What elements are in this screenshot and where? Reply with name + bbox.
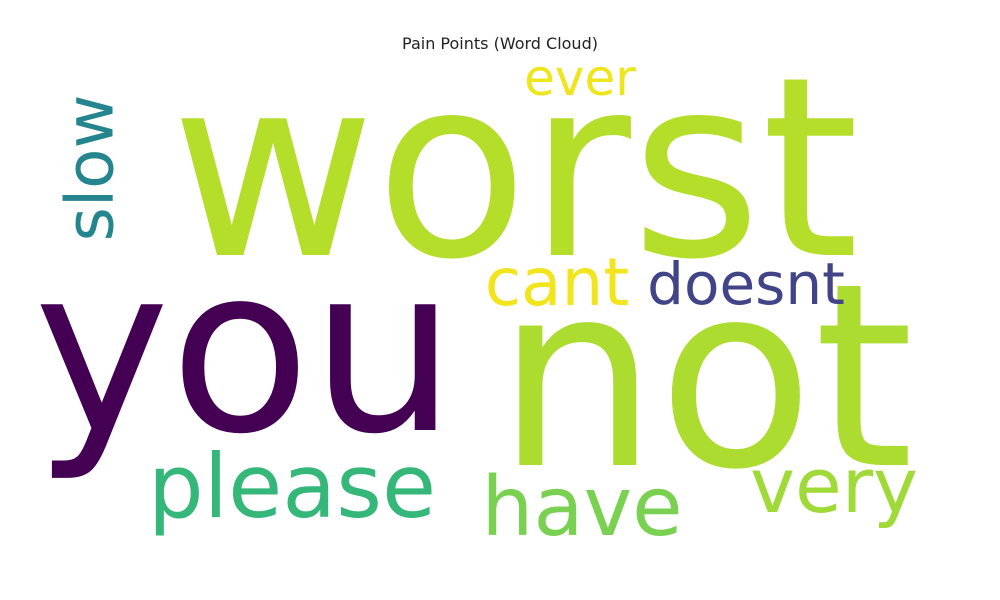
word-you: you	[34, 218, 457, 485]
word-have: have	[481, 460, 682, 555]
word-not: not	[496, 229, 914, 526]
word-cant: cant	[485, 244, 629, 321]
word-doesnt: doesnt	[647, 250, 845, 318]
chart-title: Pain Points (Word Cloud)	[402, 34, 598, 53]
word-please: please	[148, 435, 436, 538]
word-very: very	[750, 441, 918, 530]
word-ever: ever	[524, 49, 636, 107]
word-slow: slow	[52, 94, 129, 241]
word-worst: worst	[171, 23, 859, 314]
